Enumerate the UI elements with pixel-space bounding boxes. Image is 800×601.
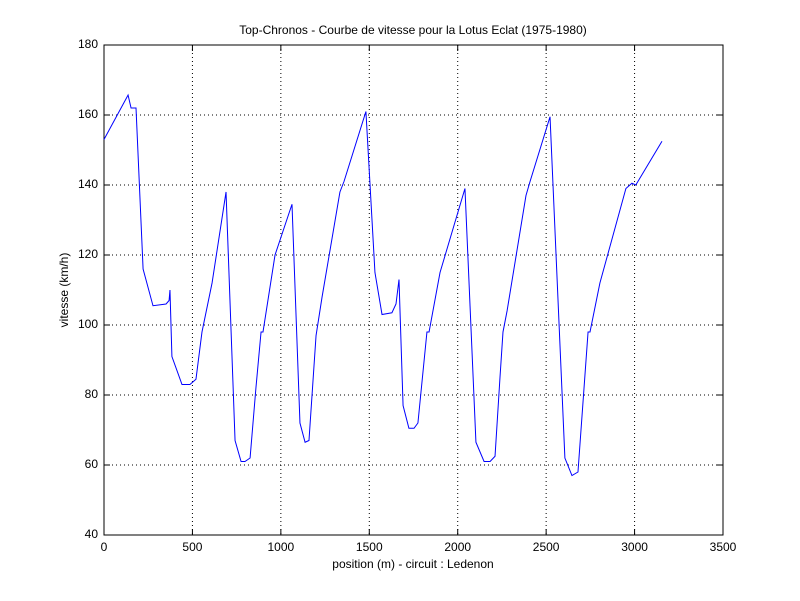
y-tick-label: 100 xyxy=(78,317,98,331)
y-tick-label: 160 xyxy=(78,107,98,121)
x-tick-label: 1500 xyxy=(356,540,383,554)
plot-frame xyxy=(103,44,724,536)
y-tick-label: 60 xyxy=(85,457,99,471)
y-tick-label: 180 xyxy=(78,37,98,51)
x-axis-label: position (m) - circuit : Ledenon xyxy=(332,557,493,571)
y-tick-label: 40 xyxy=(85,527,99,541)
y-axis-label: vitesse (km/h) xyxy=(57,253,71,328)
y-tick-label: 140 xyxy=(78,177,98,191)
line-series xyxy=(103,93,663,477)
y-tick-label: 120 xyxy=(78,247,98,261)
chart-title: Top-Chronos - Courbe de vitesse pour la … xyxy=(239,23,587,37)
x-tick-label: 3500 xyxy=(710,540,737,554)
y-tick-label: 80 xyxy=(85,387,99,401)
x-tick-label: 500 xyxy=(182,540,202,554)
x-tick-label: 1000 xyxy=(268,540,295,554)
x-tick-label: 3000 xyxy=(621,540,648,554)
x-tick-label: 0 xyxy=(101,540,108,554)
x-tick-label: 2000 xyxy=(444,540,471,554)
x-tick-label: 2500 xyxy=(533,540,560,554)
